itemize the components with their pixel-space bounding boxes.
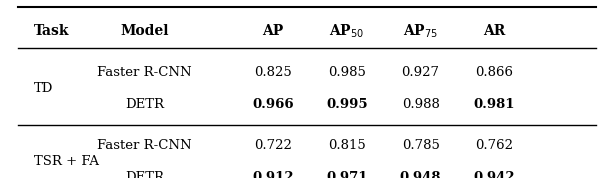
Text: Faster R-CNN: Faster R-CNN — [97, 66, 192, 79]
Text: 0.762: 0.762 — [475, 138, 513, 152]
Text: 0.985: 0.985 — [328, 66, 366, 79]
Text: 0.942: 0.942 — [473, 171, 515, 178]
Text: 0.912: 0.912 — [252, 171, 294, 178]
Text: 0.722: 0.722 — [254, 138, 292, 152]
Text: 0.785: 0.785 — [402, 138, 440, 152]
Text: 0.927: 0.927 — [402, 66, 440, 79]
Text: AP: AP — [263, 24, 284, 38]
Text: 0.815: 0.815 — [328, 138, 366, 152]
Text: 0.866: 0.866 — [475, 66, 513, 79]
Text: AP$_{75}$: AP$_{75}$ — [403, 22, 438, 40]
Text: 0.825: 0.825 — [254, 66, 292, 79]
Text: 0.988: 0.988 — [402, 98, 440, 111]
Text: Model: Model — [120, 24, 168, 38]
Text: 0.971: 0.971 — [326, 171, 368, 178]
Text: 0.981: 0.981 — [473, 98, 515, 111]
Text: DETR: DETR — [125, 98, 164, 111]
Text: AP$_{50}$: AP$_{50}$ — [329, 22, 365, 40]
Text: 0.995: 0.995 — [326, 98, 368, 111]
Text: AR: AR — [483, 24, 505, 38]
Text: TD: TD — [34, 82, 53, 95]
Text: DETR: DETR — [125, 171, 164, 178]
Text: Task: Task — [34, 24, 69, 38]
Text: 0.966: 0.966 — [252, 98, 294, 111]
Text: Faster R-CNN: Faster R-CNN — [97, 138, 192, 152]
Text: TSR + FA: TSR + FA — [34, 155, 99, 168]
Text: 0.948: 0.948 — [400, 171, 441, 178]
